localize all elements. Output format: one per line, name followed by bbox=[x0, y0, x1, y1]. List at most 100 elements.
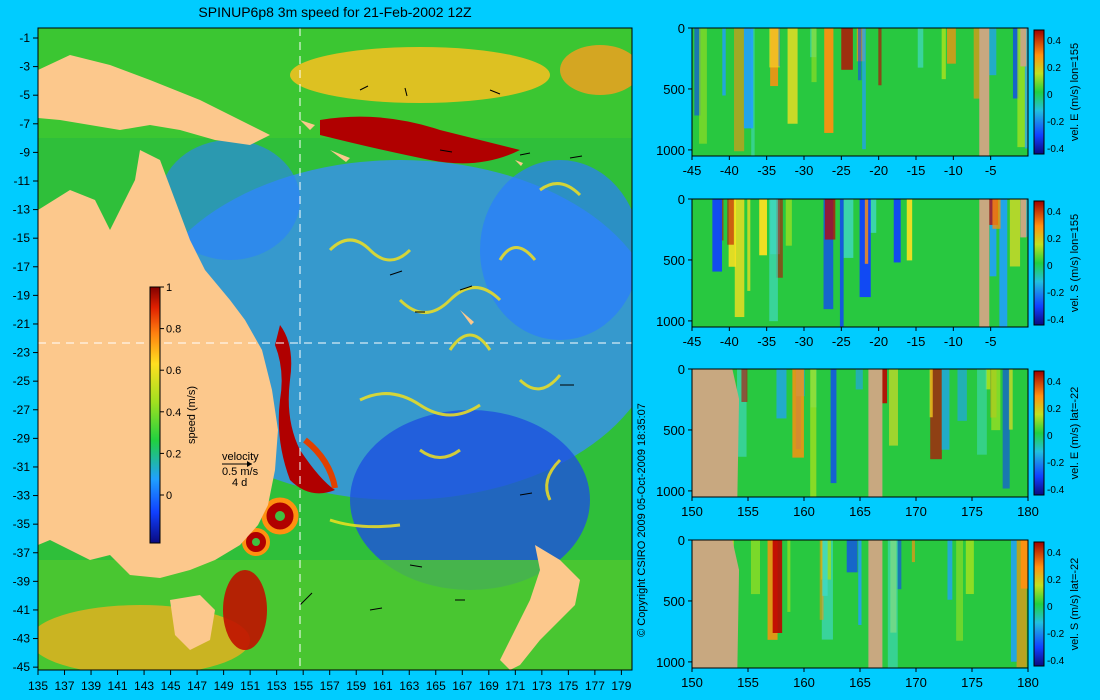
map-x-tick-label: 137 bbox=[55, 679, 75, 693]
panel-streak bbox=[830, 369, 837, 484]
map-x-tick-label: 163 bbox=[399, 679, 419, 693]
velocity-vectors bbox=[299, 85, 583, 611]
panel-streak bbox=[906, 199, 913, 261]
panel-x-tick-label: -15 bbox=[907, 334, 926, 349]
panel-streak bbox=[911, 540, 915, 563]
map-y-tick-label: -31 bbox=[13, 460, 31, 474]
panel-streak bbox=[864, 199, 869, 264]
panel-streak bbox=[747, 199, 751, 291]
panel-colorbar-tick-label: 0.4 bbox=[1047, 548, 1061, 559]
panel-streak bbox=[846, 540, 858, 573]
panel-streak bbox=[810, 369, 817, 497]
map-x-tick-label: 155 bbox=[293, 679, 313, 693]
panel-streak bbox=[823, 199, 834, 310]
panel-colorbar-tick-label: 0.2 bbox=[1047, 575, 1061, 586]
panel-colorbar bbox=[1033, 370, 1045, 496]
panel-streak bbox=[822, 540, 828, 596]
land-new-guinea bbox=[38, 55, 270, 145]
panel-x-tick-label: -5 bbox=[985, 163, 997, 178]
panel-x-tick-label: 150 bbox=[681, 675, 703, 690]
panel-x-tick-label: -10 bbox=[944, 163, 963, 178]
panel-y-tick-label: 0 bbox=[678, 362, 685, 377]
map-colorbar-tick-label: 0.4 bbox=[166, 407, 181, 419]
velocity-key-title: velocity bbox=[222, 451, 259, 463]
map-x-tick-label: 135 bbox=[28, 679, 48, 693]
panel-y-tick-label: 500 bbox=[663, 594, 685, 609]
map-x-tick-label: 179 bbox=[611, 679, 631, 693]
panel-streak bbox=[841, 28, 853, 70]
map-y-tick-label: -23 bbox=[13, 346, 31, 360]
map-colorbar-tick-label: 0.8 bbox=[166, 324, 181, 336]
panel-streak bbox=[824, 28, 834, 133]
map-x-tick-label: 157 bbox=[320, 679, 340, 693]
panel-x-tick-label: 155 bbox=[737, 675, 759, 690]
eac-edge bbox=[303, 437, 338, 489]
panel-x-tick-label: 160 bbox=[793, 504, 815, 519]
panel-streak bbox=[750, 540, 761, 595]
panel-streak bbox=[787, 540, 791, 612]
map-y-tick-label: -21 bbox=[13, 317, 31, 331]
panel-background bbox=[692, 369, 1028, 497]
panel-colorbar-tick-label: 0 bbox=[1047, 90, 1053, 101]
panel-y-tick-label: 1000 bbox=[656, 484, 685, 499]
velocity-key-arrowhead bbox=[247, 461, 252, 467]
panel-land-ridge bbox=[868, 540, 883, 668]
panel-streak bbox=[857, 28, 862, 81]
panel-x-tick-label: 180 bbox=[1017, 675, 1039, 690]
panel-land-edge bbox=[1020, 28, 1027, 67]
panel-streak bbox=[1008, 369, 1013, 430]
map-colorbar-ticks: 1 0.8 0.6 0.4 0.2 0 bbox=[160, 282, 181, 502]
panel-x-tick-label: -30 bbox=[795, 163, 814, 178]
yellow-patch-east bbox=[560, 45, 632, 95]
panel-streak bbox=[946, 28, 956, 64]
south-yellow bbox=[38, 605, 250, 670]
panel-x-tick-label: -20 bbox=[869, 334, 888, 349]
panel-field bbox=[712, 199, 1028, 327]
panel-land bbox=[692, 540, 740, 668]
panel-streak bbox=[930, 369, 942, 460]
panel-streak bbox=[989, 199, 997, 277]
panel-x-tick-label: 155 bbox=[737, 504, 759, 519]
panel-streak bbox=[989, 28, 997, 76]
section-panel-3: 150 155 160 165 170 175 180 0 500 1000 0.4 0.2 0 -0.2… bbox=[656, 362, 1081, 519]
panel-streak bbox=[999, 199, 1008, 327]
map-y-tick-label: -37 bbox=[13, 546, 31, 560]
panel-streak bbox=[785, 199, 792, 246]
east-australian-current bbox=[275, 325, 335, 494]
panel-y-tick-label: 0 bbox=[678, 21, 685, 36]
panel-streak bbox=[722, 28, 726, 96]
panel-streak bbox=[1020, 540, 1028, 589]
panel-streak bbox=[858, 540, 862, 625]
panel-field bbox=[692, 369, 1013, 497]
panel-x-tick-label: -45 bbox=[683, 334, 702, 349]
map-y-tick-label: -7 bbox=[19, 117, 30, 131]
panel-streak bbox=[862, 28, 866, 150]
panel-streak bbox=[965, 540, 974, 595]
copyright: © Copyright CSIRO 2009 05-Oct-2009 18:35… bbox=[636, 403, 648, 637]
panel-streak bbox=[824, 199, 836, 240]
panel-streak bbox=[956, 540, 964, 641]
panel-streak bbox=[737, 369, 747, 457]
map-colorbar bbox=[149, 286, 161, 544]
section-panel-4: 150 155 160 165 170 175 180 0 500 1000 0.4 0.2 0 -0.2… bbox=[656, 533, 1081, 690]
panel-streak bbox=[734, 199, 745, 318]
map-y-tick-label: -35 bbox=[13, 517, 31, 531]
panel-x-tick-label: -20 bbox=[869, 163, 888, 178]
panel-streak bbox=[727, 199, 734, 245]
panel-colorbar-tick-label: 0 bbox=[1047, 261, 1053, 272]
panel-streak bbox=[1012, 28, 1019, 99]
panel-streak bbox=[743, 28, 754, 129]
panel-streak bbox=[992, 199, 1001, 229]
panel-x-tick-label: -10 bbox=[944, 334, 963, 349]
velocity-key-duration: 4 d bbox=[232, 477, 247, 489]
panel-streak bbox=[1024, 28, 1028, 149]
panel-colorbar-tick-label: 0.4 bbox=[1047, 377, 1061, 388]
panel-y-tick-label: 500 bbox=[663, 82, 685, 97]
map-x-tick-label: 151 bbox=[240, 679, 260, 693]
map-y-tick-label: -43 bbox=[13, 632, 31, 646]
map-x-tick-label: 161 bbox=[373, 679, 393, 693]
map-y-tick-label: -3 bbox=[19, 60, 30, 74]
section-panels: -45 -40 -35 -30 -25 -20 -15 -10 -5 0 500 1000 0.4 0.2… bbox=[656, 21, 1081, 690]
panel-frame bbox=[691, 27, 1029, 157]
panel-x-tick-label: 180 bbox=[1017, 504, 1039, 519]
